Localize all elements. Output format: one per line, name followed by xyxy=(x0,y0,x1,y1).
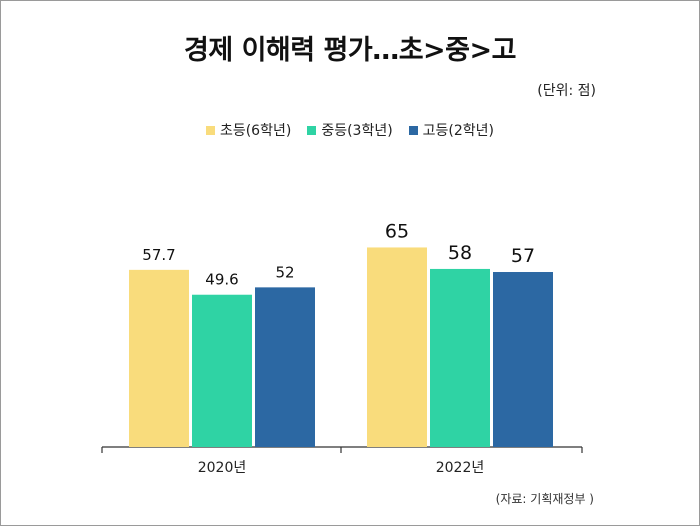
legend-label-elementary: 초등(6학년) xyxy=(219,123,292,139)
legend-swatch-high xyxy=(408,125,418,135)
x-tick-label-1: 2020년 xyxy=(198,460,247,476)
x-tick-label-2: 2022년 xyxy=(436,460,485,476)
data-label-middle-2: 58 xyxy=(448,242,472,264)
bar-middle-2 xyxy=(430,268,490,447)
legend-swatch-elementary xyxy=(205,125,215,135)
bar-high-1 xyxy=(255,287,315,447)
legend-label-middle: 중등(3학년) xyxy=(321,123,393,139)
source-note: (자료: 기획재정부 ) xyxy=(495,492,594,506)
legend-label-high: 고등(2학년) xyxy=(422,123,495,139)
bar-high-2 xyxy=(493,272,553,447)
legend-item-elementary: 초등(6학년) xyxy=(205,120,292,140)
data-label-high-2: 57 xyxy=(511,245,535,267)
bar-elementary-1 xyxy=(129,269,189,447)
bar-elementary-2 xyxy=(367,247,427,447)
legend-item-high: 고등(2학년) xyxy=(408,120,495,140)
data-label-elementary-2: 65 xyxy=(385,220,409,242)
data-label-high-1: 52 xyxy=(275,263,294,281)
legend-item-middle: 중등(3학년) xyxy=(307,120,393,140)
data-label-middle-1: 49.6 xyxy=(205,271,238,289)
chart-title: 경제 이해력 평가…초>중>고 xyxy=(184,35,516,66)
legend: 초등(6학년) 중등(3학년) 고등(2학년) xyxy=(0,120,700,140)
legend-swatch-middle xyxy=(307,125,317,135)
bar-middle-1 xyxy=(192,294,252,447)
unit-label: (단위: 점) xyxy=(537,83,596,99)
data-label-elementary-1: 57.7 xyxy=(142,246,175,264)
